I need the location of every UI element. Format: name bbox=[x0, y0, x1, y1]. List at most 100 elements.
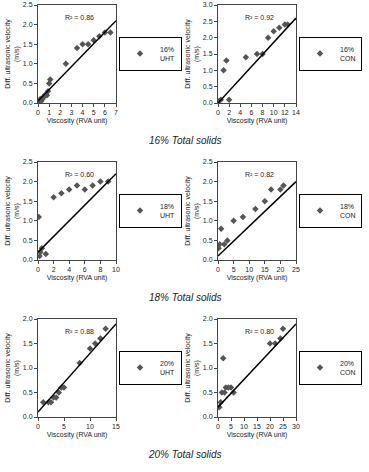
svg-text:2.0: 2.0 bbox=[203, 178, 213, 185]
svg-text:1.0: 1.0 bbox=[203, 67, 213, 74]
svg-text:5: 5 bbox=[92, 109, 96, 116]
svg-text:0.0: 0.0 bbox=[23, 99, 33, 106]
svg-text:0.0: 0.0 bbox=[203, 99, 213, 106]
svg-text:0: 0 bbox=[36, 109, 40, 116]
svg-text:16% Total solids: 16% Total solids bbox=[149, 135, 221, 146]
svg-text:1.0: 1.0 bbox=[23, 217, 33, 224]
svg-text:12: 12 bbox=[281, 109, 289, 116]
svg-text:R² = 0.80: R² = 0.80 bbox=[245, 328, 274, 335]
svg-text:10: 10 bbox=[86, 423, 94, 430]
svg-text:20%UHT: 20%UHT bbox=[160, 360, 175, 376]
svg-text:R² = 0.88: R² = 0.88 bbox=[65, 328, 94, 335]
svg-text:6: 6 bbox=[103, 109, 107, 116]
svg-text:1.5: 1.5 bbox=[23, 41, 33, 48]
svg-text:1.0: 1.0 bbox=[203, 217, 213, 224]
svg-text:Diff. ultrasonic velocity(m/s): Diff. ultrasonic velocity(m/s) bbox=[184, 333, 201, 403]
svg-text:6: 6 bbox=[83, 266, 87, 273]
svg-text:1.5: 1.5 bbox=[23, 198, 33, 205]
svg-text:20: 20 bbox=[277, 266, 285, 273]
svg-text:5: 5 bbox=[62, 423, 66, 430]
svg-text:1.5: 1.5 bbox=[203, 50, 213, 57]
svg-text:2.0: 2.0 bbox=[23, 178, 33, 185]
svg-text:7: 7 bbox=[114, 109, 118, 116]
svg-text:1: 1 bbox=[47, 109, 51, 116]
svg-text:Diff. ultrasonic velocity(m/s): Diff. ultrasonic velocity(m/s) bbox=[4, 19, 21, 89]
svg-text:5: 5 bbox=[232, 266, 236, 273]
svg-text:R² = 0.92: R² = 0.92 bbox=[245, 14, 274, 21]
svg-text:20%CON: 20%CON bbox=[340, 360, 356, 376]
svg-text:0.0: 0.0 bbox=[23, 256, 33, 263]
svg-text:0.0: 0.0 bbox=[23, 413, 33, 420]
svg-text:5: 5 bbox=[229, 423, 233, 430]
svg-text:2: 2 bbox=[58, 109, 62, 116]
svg-text:2.5: 2.5 bbox=[23, 1, 33, 8]
svg-text:0.5: 0.5 bbox=[23, 389, 33, 396]
svg-text:Viscosity (RVA unit): Viscosity (RVA unit) bbox=[47, 274, 108, 282]
svg-text:0: 0 bbox=[216, 109, 220, 116]
svg-text:0: 0 bbox=[36, 266, 40, 273]
svg-text:2.5: 2.5 bbox=[23, 158, 33, 165]
svg-text:1.0: 1.0 bbox=[203, 364, 213, 371]
svg-text:R² = 0.86: R² = 0.86 bbox=[65, 14, 94, 21]
svg-text:2.5: 2.5 bbox=[203, 158, 213, 165]
svg-text:4: 4 bbox=[67, 266, 71, 273]
svg-text:10: 10 bbox=[245, 266, 253, 273]
svg-text:2: 2 bbox=[52, 266, 56, 273]
svg-text:25: 25 bbox=[292, 266, 300, 273]
svg-text:10: 10 bbox=[270, 109, 278, 116]
svg-text:20% Total solids: 20% Total solids bbox=[148, 449, 221, 460]
svg-text:2.0: 2.0 bbox=[203, 315, 213, 322]
svg-text:0.5: 0.5 bbox=[203, 237, 213, 244]
svg-text:2.0: 2.0 bbox=[203, 34, 213, 41]
svg-text:14: 14 bbox=[292, 109, 300, 116]
svg-text:0.0: 0.0 bbox=[203, 256, 213, 263]
svg-text:4: 4 bbox=[238, 109, 242, 116]
svg-text:Viscosity (RVA unit): Viscosity (RVA unit) bbox=[47, 117, 108, 125]
svg-text:Viscosity (RVA unit): Viscosity (RVA unit) bbox=[227, 117, 288, 125]
svg-text:18%CON: 18%CON bbox=[340, 203, 356, 219]
svg-text:0.5: 0.5 bbox=[23, 237, 33, 244]
svg-text:R² = 0.82: R² = 0.82 bbox=[245, 171, 274, 178]
svg-text:Viscosity (RVA unit): Viscosity (RVA unit) bbox=[227, 274, 288, 282]
svg-text:0.5: 0.5 bbox=[23, 80, 33, 87]
svg-text:Diff. ultrasonic velocity(m/s): Diff. ultrasonic velocity(m/s) bbox=[4, 333, 21, 403]
svg-text:Diff. ultrasonic velocity(m/s): Diff. ultrasonic velocity(m/s) bbox=[4, 176, 21, 246]
svg-text:2.5: 2.5 bbox=[203, 18, 213, 25]
svg-text:3.0: 3.0 bbox=[203, 1, 213, 8]
svg-text:4: 4 bbox=[81, 109, 85, 116]
svg-text:1.5: 1.5 bbox=[203, 340, 213, 347]
svg-text:Viscosity (RVA unit): Viscosity (RVA unit) bbox=[47, 431, 108, 439]
svg-text:0: 0 bbox=[216, 266, 220, 273]
svg-text:0.0: 0.0 bbox=[203, 413, 213, 420]
svg-text:2.0: 2.0 bbox=[23, 21, 33, 28]
svg-text:18% Total solids: 18% Total solids bbox=[149, 292, 221, 303]
svg-text:0.5: 0.5 bbox=[203, 389, 213, 396]
svg-text:15: 15 bbox=[253, 423, 261, 430]
svg-text:3: 3 bbox=[69, 109, 73, 116]
svg-text:10: 10 bbox=[240, 423, 248, 430]
svg-text:20: 20 bbox=[266, 423, 274, 430]
svg-text:0: 0 bbox=[36, 423, 40, 430]
svg-text:Diff. ultrasonic velocity(m/s): Diff. ultrasonic velocity(m/s) bbox=[184, 19, 201, 89]
svg-text:2: 2 bbox=[227, 109, 231, 116]
svg-text:R² = 0.60: R² = 0.60 bbox=[65, 171, 94, 178]
svg-text:6: 6 bbox=[249, 109, 253, 116]
svg-text:8: 8 bbox=[98, 266, 102, 273]
svg-text:25: 25 bbox=[279, 423, 287, 430]
svg-text:0: 0 bbox=[216, 423, 220, 430]
svg-text:8: 8 bbox=[261, 109, 265, 116]
svg-text:1.5: 1.5 bbox=[23, 340, 33, 347]
svg-text:Viscosity (RVA unit): Viscosity (RVA unit) bbox=[227, 431, 288, 439]
svg-text:15: 15 bbox=[261, 266, 269, 273]
svg-text:30: 30 bbox=[292, 423, 300, 430]
svg-text:16%UHT: 16%UHT bbox=[160, 46, 175, 62]
svg-text:10: 10 bbox=[112, 266, 120, 273]
svg-text:15: 15 bbox=[112, 423, 120, 430]
svg-text:2.0: 2.0 bbox=[23, 315, 33, 322]
svg-text:1.0: 1.0 bbox=[23, 60, 33, 67]
svg-text:18%UHT: 18%UHT bbox=[160, 203, 175, 219]
svg-text:1.5: 1.5 bbox=[203, 198, 213, 205]
svg-text:1.0: 1.0 bbox=[23, 364, 33, 371]
svg-text:Diff. ultrasonic velocity(m/s): Diff. ultrasonic velocity(m/s) bbox=[184, 176, 201, 246]
svg-text:16%CON: 16%CON bbox=[340, 46, 356, 62]
